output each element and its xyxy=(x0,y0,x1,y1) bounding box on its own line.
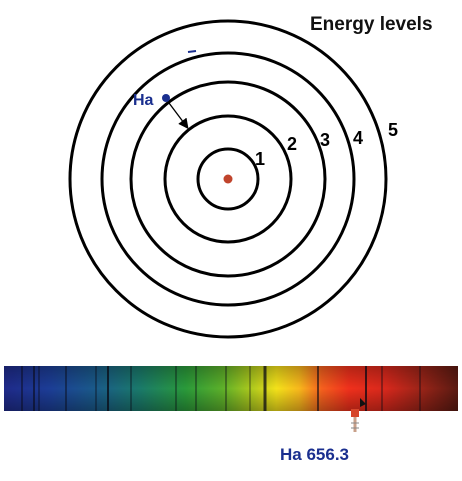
orbit-level-3 xyxy=(129,80,327,278)
orbit-level-5 xyxy=(68,19,388,339)
orbit-level-4 xyxy=(100,51,356,307)
transition-arrow xyxy=(165,98,189,130)
orbit-level-2 xyxy=(163,114,293,244)
orbit-tick-mark xyxy=(187,50,197,53)
transition-label: Ha xyxy=(133,92,154,109)
level-label-4: 4 xyxy=(353,128,363,148)
nucleus xyxy=(223,174,233,184)
spectrum-strip xyxy=(4,366,458,411)
orbit-level-1 xyxy=(196,147,260,211)
diagram-title: Energy levels xyxy=(310,14,433,35)
level-label-2: 2 xyxy=(287,134,297,154)
spectral-line-label: Ha 656.3 xyxy=(280,445,349,464)
electron xyxy=(162,94,170,102)
level-label-1: 1 xyxy=(255,149,265,169)
level-label-5: 5 xyxy=(388,120,398,140)
level-label-3: 3 xyxy=(320,130,330,150)
orbit-rings xyxy=(68,19,388,339)
ha-marker xyxy=(351,398,366,432)
